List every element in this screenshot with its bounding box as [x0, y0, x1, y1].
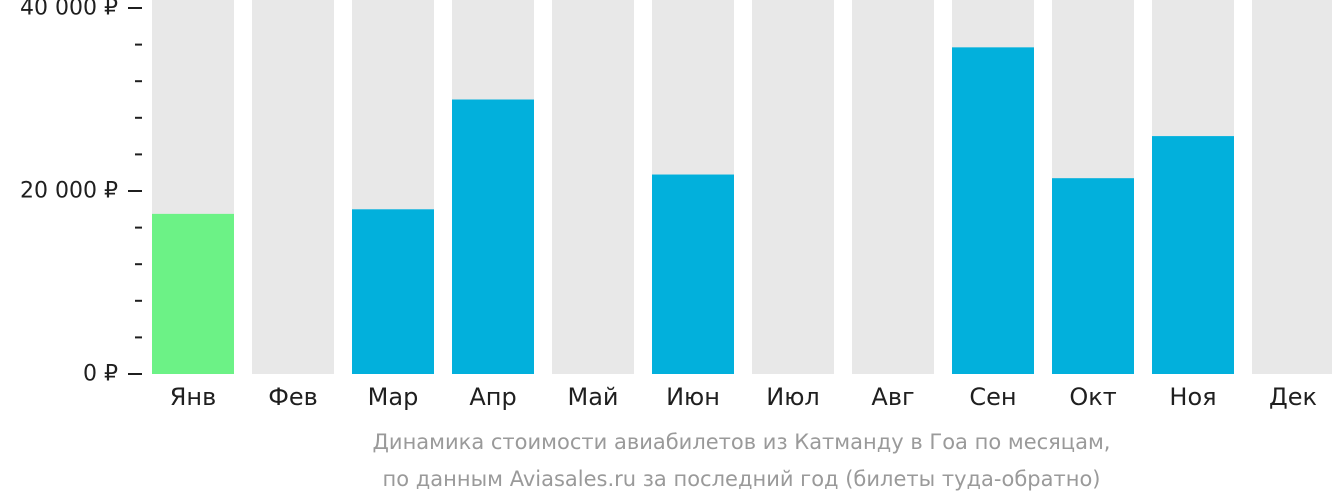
y-axis: 0 ₽ 20 000 ₽ 40 000 ₽ — [20, 0, 142, 387]
y-tick-label: 40 000 ₽ — [20, 0, 118, 21]
background-column — [252, 0, 334, 374]
bar-4[interactable] — [452, 99, 534, 375]
x-tick-label: Фев — [268, 383, 318, 411]
price-bar-chart: 0 ₽ 20 000 ₽ 40 000 ₽ Янв Фев Мар Апр Май Июн Ию… — [20, 0, 1332, 411]
x-tick-label: Сен — [969, 383, 1016, 411]
y-tick-label: 0 ₽ — [83, 362, 118, 387]
chart-caption-line-2: по данным Aviasales.ru за последний год … — [382, 467, 1101, 491]
x-tick-label: Авг — [871, 383, 914, 411]
y-tick-label: 20 000 ₽ — [20, 179, 118, 204]
x-tick-label: Июл — [766, 383, 820, 411]
x-tick-label: Янв — [170, 383, 217, 411]
bar-3[interactable] — [352, 209, 434, 374]
bars — [152, 47, 1234, 374]
x-tick-label: Апр — [469, 383, 516, 411]
bar-1[interactable] — [152, 213, 234, 374]
background-column — [552, 0, 634, 374]
chart-caption-line-1: Динамика стоимости авиабилетов из Катман… — [372, 430, 1111, 454]
x-axis-labels: Янв Фев Мар Апр Май Июн Июл Авг Сен Окт Ноя Дек — [170, 383, 1317, 411]
bar-10[interactable] — [1052, 178, 1134, 374]
x-tick-label: Июн — [666, 383, 720, 411]
x-tick-label: Мар — [368, 383, 419, 411]
bar-6[interactable] — [652, 174, 734, 374]
x-tick-label: Май — [567, 383, 618, 411]
x-tick-label: Дек — [1269, 383, 1317, 411]
x-tick-label: Окт — [1069, 383, 1116, 411]
x-tick-label: Ноя — [1169, 383, 1216, 411]
bar-9[interactable] — [952, 47, 1034, 374]
background-column — [852, 0, 934, 374]
background-column — [1252, 0, 1332, 374]
background-column — [752, 0, 834, 374]
bar-11[interactable] — [1152, 136, 1234, 374]
